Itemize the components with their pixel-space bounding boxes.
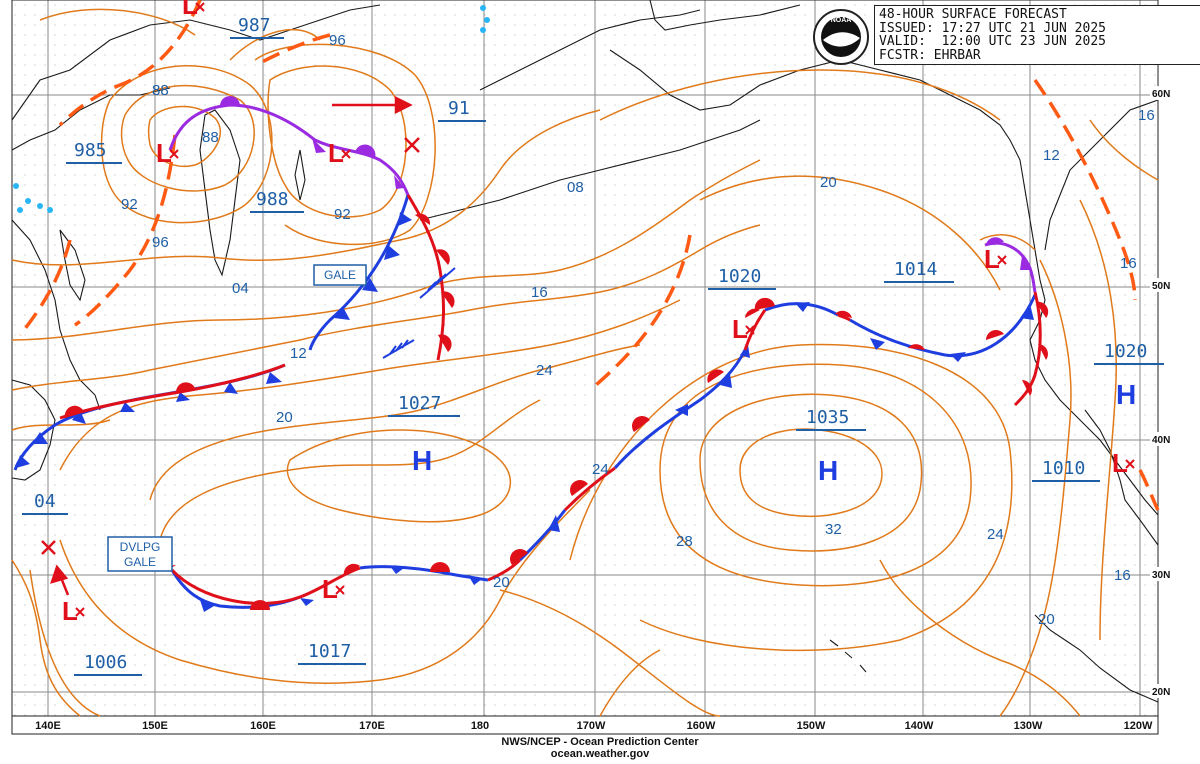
pressure-label: 1035 xyxy=(806,407,849,428)
pressure-label: 1006 xyxy=(84,652,127,673)
isobar-label: 96 xyxy=(152,234,169,251)
isobar-label: 12 xyxy=(290,345,307,362)
low-symbol: L xyxy=(182,0,198,20)
low-centers: L L L L L L L L xyxy=(62,0,1128,626)
coastlines xyxy=(11,0,1159,703)
developing-gale-warning: DVLPG GALE xyxy=(107,536,173,572)
forecast-info-box: 48-HOUR SURFACE FORECAST ISSUED: 17:27 U… xyxy=(874,5,1200,65)
graticule xyxy=(12,0,1158,716)
isobar-label: 28 xyxy=(676,533,693,550)
high-symbol: H xyxy=(412,445,432,476)
pressure-label: 04 xyxy=(34,491,56,512)
low-symbol: L xyxy=(732,314,748,344)
low-symbol: L xyxy=(62,596,78,626)
isobar-label: 88 xyxy=(152,82,169,99)
lon-label: 130W xyxy=(1014,720,1043,732)
pressure-label: 1014 xyxy=(894,259,937,280)
low-center-x-marks xyxy=(75,2,1135,617)
isobar-label: 16 xyxy=(1120,255,1137,272)
gale-warning: GALE xyxy=(313,264,367,286)
forecaster: FCSTR: EHRBAR xyxy=(879,47,981,63)
pressure-label: 988 xyxy=(256,189,289,210)
cold-front-triangles xyxy=(16,212,1034,612)
lon-label: 170E xyxy=(359,720,385,732)
pressure-label: 1020 xyxy=(718,266,761,287)
low-symbol: L xyxy=(156,138,172,168)
pressure-label: 1027 xyxy=(398,393,441,414)
lon-label: 150E xyxy=(142,720,168,732)
lon-label: 170W xyxy=(577,720,606,732)
pressure-label: 1010 xyxy=(1042,458,1085,479)
latitude-labels: 60N 50N 40N 30N 20N xyxy=(1150,86,1180,698)
high-symbol: H xyxy=(1116,379,1136,410)
low-symbol: L xyxy=(328,138,344,168)
isobar-label: 24 xyxy=(987,526,1004,543)
isobar-label: 08 xyxy=(567,179,584,196)
low-symbol: L xyxy=(1112,448,1128,478)
lon-label: 140E xyxy=(35,720,61,732)
isobar-label: 20 xyxy=(276,409,293,426)
low-symbol: L xyxy=(322,574,338,604)
lon-label: 140W xyxy=(905,720,934,732)
lat-label: 60N xyxy=(1152,89,1170,100)
pressure-label: 985 xyxy=(74,140,107,161)
lat-label: 20N xyxy=(1152,687,1170,698)
isobar-label: 20 xyxy=(820,174,837,191)
occluded-fronts xyxy=(168,103,1037,293)
low-symbol: L xyxy=(984,244,1000,274)
warm-front-semicircles xyxy=(64,213,1049,610)
warm-fronts xyxy=(59,194,1042,605)
isobar-label: 92 xyxy=(334,206,351,223)
isobar-label: 16 xyxy=(1114,567,1131,584)
forecast-title: 48-HOUR SURFACE FORECAST xyxy=(879,7,1067,22)
isobar-labels: 96 88 88 92 96 92 04 12 20 08 16 24 20 1… xyxy=(121,32,1155,628)
dvlpg-text: DVLPG xyxy=(120,540,161,554)
site-credit: ocean.weather.gov xyxy=(550,748,650,760)
pressure-label: 987 xyxy=(238,15,271,36)
isobar-label: 04 xyxy=(232,280,249,297)
lon-label: 160E xyxy=(250,720,276,732)
longitude-labels: 140E 150E 160E 170E 180 170W 160W 150W 1… xyxy=(35,720,1153,732)
movement-arrows xyxy=(50,95,413,596)
isobar-label: 12 xyxy=(1043,147,1060,164)
lon-label: 180 xyxy=(471,720,489,732)
high-centers: H H H xyxy=(412,379,1136,486)
lon-label: 120W xyxy=(1124,720,1153,732)
pressure-label: 1017 xyxy=(308,641,351,662)
lat-label: 50N xyxy=(1152,281,1170,292)
isobar-label: 20 xyxy=(1038,611,1055,628)
isobar-label: 24 xyxy=(592,461,609,478)
map-border xyxy=(11,0,1159,735)
pressure-label: 1020 xyxy=(1104,341,1147,362)
isobar-label: 96 xyxy=(329,32,346,49)
high-symbol: H xyxy=(818,455,838,486)
isobar-label: 20 xyxy=(493,574,510,591)
isobar-label: 16 xyxy=(531,284,548,301)
isobar-label: 32 xyxy=(825,521,842,538)
ice-edge xyxy=(13,5,490,213)
lon-label: 150W xyxy=(797,720,826,732)
lat-label: 40N xyxy=(1152,435,1170,446)
pressure-label: 91 xyxy=(448,98,470,119)
central-pressures: 985 988 987 91 1020 1014 1010 1017 1006 … xyxy=(22,15,1164,676)
noaa-logo: NOAA xyxy=(813,9,869,65)
lat-label: 30N xyxy=(1152,570,1170,581)
isobar-label: 24 xyxy=(536,362,553,379)
forecast-x-marks xyxy=(41,137,420,555)
valid-time: VALID: 12:00 UTC 23 JUN 2025 xyxy=(879,34,1106,49)
agency-credit: NWS/NCEP - Ocean Prediction Center xyxy=(501,736,699,748)
isobar-label: 88 xyxy=(202,129,219,146)
credit-footer: NWS/NCEP - Ocean Prediction Center ocean… xyxy=(0,736,1200,760)
lon-label: 160W xyxy=(687,720,716,732)
wind-barbs xyxy=(382,267,456,359)
gale-warning-text: GALE xyxy=(324,268,356,282)
gale-text: GALE xyxy=(124,555,156,569)
occluded-front-symbols xyxy=(220,96,1030,270)
isobar-label: 92 xyxy=(121,196,138,213)
isobar-label: 16 xyxy=(1138,107,1155,124)
svg-text:NOAA: NOAA xyxy=(831,17,852,24)
issued-time: ISSUED: 17:27 UTC 21 JUN 2025 xyxy=(879,20,1106,36)
